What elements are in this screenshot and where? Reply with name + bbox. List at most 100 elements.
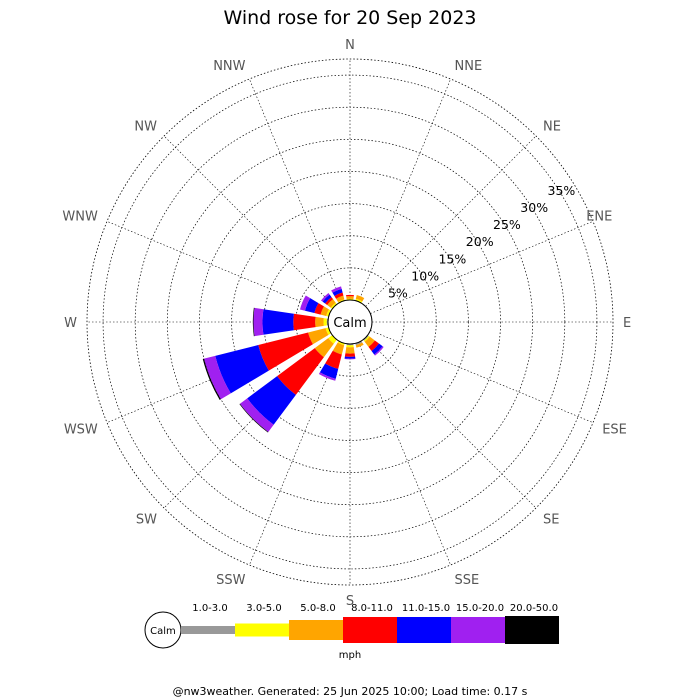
grid: [86, 58, 614, 586]
grid-ring-20: [199, 171, 501, 473]
direction-label-SW: SW: [136, 513, 157, 528]
legend-swatch-5: [451, 617, 505, 643]
petal-S-bin-1: [346, 345, 354, 348]
petal-SSW-bin-4: [319, 363, 339, 379]
petal-N-bin-3: [346, 294, 354, 297]
direction-label-W: W: [64, 316, 77, 331]
petal-SE-bin-3: [368, 340, 380, 352]
calm-circle: [327, 299, 373, 345]
petal-W-bin-6: [252, 307, 255, 337]
petal-S-bin-3: [344, 353, 356, 357]
grid-ring-15: [231, 203, 469, 441]
ring-label-35: 35%: [548, 183, 576, 198]
direction-label-SSE: SSE: [455, 573, 480, 588]
petal-NNW-bin-2: [336, 295, 345, 303]
petal-NW-bin-4: [322, 294, 332, 304]
legend-swatch-4: [397, 617, 451, 643]
petal-SSW-bin-3: [325, 350, 342, 369]
speed-legend: Calm 1.0-3.0 3.0-5.0 5.0-8.0 8.0-11.0 11.0-15…: [144, 603, 559, 649]
direction-label-N: N: [345, 38, 355, 53]
direction-labels: N NNE NE ENE E ESE SE SSE S SSW SW WSW W WNW NW NNW: [62, 38, 631, 609]
ring-label-20: 20%: [466, 234, 494, 249]
legend-label-1: 3.0-5.0: [246, 603, 281, 614]
spoke-SE: [365, 337, 537, 509]
grid-ring-outer: [86, 58, 614, 586]
footer-text: @nw3weather. Generated: 25 Jun 2025 10:0…: [173, 685, 528, 698]
ring-label-5: 5%: [388, 285, 408, 300]
spoke-NNE: [358, 78, 451, 302]
petal-NW-bin-5: [320, 292, 330, 302]
petal-S-bin-2: [345, 346, 355, 354]
petal-S-bin-5: [344, 358, 356, 360]
petal-NW-bin-1: [330, 302, 337, 309]
legend-swatch-3: [343, 617, 397, 643]
direction-label-NNE: NNE: [455, 59, 483, 74]
petal-SW-bin-3: [277, 348, 324, 395]
legend-swatch-0: [181, 626, 235, 634]
petal-WSW-bin-5: [204, 355, 231, 400]
petal-WNW-bin-1: [326, 309, 332, 317]
ring-label-10: 10%: [411, 268, 439, 283]
petal-SW-bin-1: [328, 335, 337, 344]
petal-WNW-bin-3: [314, 303, 324, 315]
spoke-NW: [163, 135, 335, 307]
legend-label-6: 20.0-50.0: [510, 603, 558, 614]
direction-label-WNW: WNW: [62, 210, 98, 225]
legend-swatch-1: [235, 623, 289, 637]
spoke-NE: [365, 135, 537, 307]
legend-swatch-6: [505, 616, 559, 644]
calm-circle-group: Calm: [327, 299, 373, 345]
legend-label-2: 5.0-8.0: [300, 603, 335, 614]
petal-SE-bin-2: [364, 336, 375, 347]
grid-ring-25: [166, 138, 534, 506]
spoke-SSE: [358, 342, 451, 566]
legend-label-5: 15.0-20.0: [456, 603, 504, 614]
ring-label-25: 25%: [493, 217, 521, 232]
legend-label-0: 1.0-3.0: [192, 603, 227, 614]
spoke-SW: [163, 337, 335, 509]
petals: [202, 286, 384, 433]
legend-label-4: 11.0-15.0: [402, 603, 450, 614]
petal-NNE-bin-1: [355, 298, 363, 304]
petal-WNW-bin-4: [304, 298, 319, 314]
direction-label-SSW: SSW: [216, 573, 246, 588]
legend-calm-label: Calm: [150, 626, 176, 637]
direction-label-NE: NE: [543, 119, 561, 134]
petal-WSW-bin-2: [308, 328, 329, 345]
petal-N-bin-2: [346, 296, 354, 299]
spoke-WNW: [106, 221, 330, 314]
direction-label-ENE: ENE: [586, 210, 612, 225]
petal-SE-bin-1: [363, 335, 370, 342]
petal-W-bin-4: [262, 309, 294, 335]
petal-W-bin-3: [293, 313, 316, 331]
petal-W-bin-2: [315, 316, 324, 328]
petal-NNW-bin-4: [332, 288, 343, 296]
petal-WSW-bin-4: [215, 345, 269, 394]
ring-labels: 5%10%15% 20% 25% 30%35%: [388, 183, 575, 300]
petal-SSE-bin-2: [355, 342, 364, 348]
petal-NW-bin-2: [327, 299, 336, 308]
spoke-ENE: [370, 221, 594, 314]
direction-label-ESE: ESE: [602, 422, 627, 437]
petal-WSW-bin-6: [202, 358, 221, 400]
direction-label-NW: NW: [134, 119, 157, 134]
calm-label: Calm: [333, 316, 366, 331]
unit-label: mph: [339, 650, 361, 661]
direction-label-SE: SE: [543, 513, 559, 528]
legend-swatch-2: [289, 620, 343, 640]
petal-WNW-bin-2: [320, 306, 329, 317]
petal-SSE-bin-0: [355, 340, 363, 346]
petal-NNW-bin-5: [331, 286, 342, 293]
spoke-SSW: [249, 342, 342, 566]
petal-S-bin-4: [344, 356, 356, 359]
petal-WSW-bin-1: [325, 327, 332, 335]
petal-SSW-bin-5: [318, 372, 336, 381]
ring-label-15: 15%: [439, 251, 467, 266]
petal-SW-bin-2: [314, 338, 334, 358]
legend-label-3: 8.0-11.0: [351, 603, 393, 614]
petal-SW-bin-4: [247, 376, 296, 425]
petal-W-bin-5: [253, 307, 264, 337]
petal-SW-bin-5: [239, 398, 274, 433]
direction-label-WSW: WSW: [64, 422, 98, 437]
